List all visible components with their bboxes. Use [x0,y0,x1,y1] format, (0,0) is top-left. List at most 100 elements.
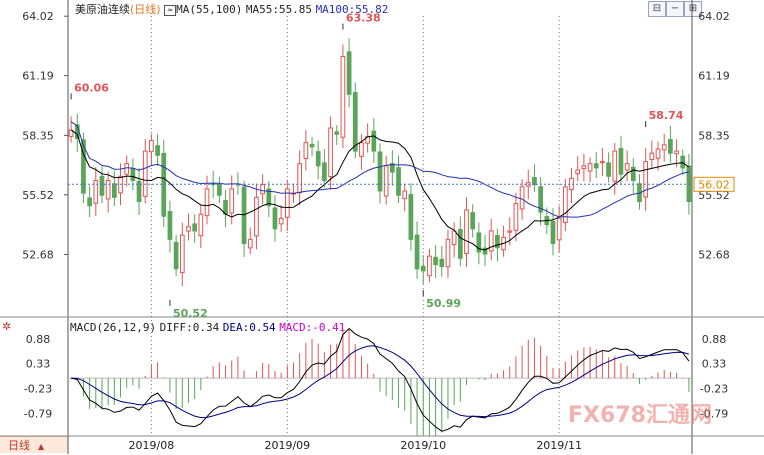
candle-body [155,145,160,156]
candle-body [532,177,537,186]
candle-body [457,228,463,259]
maximize-button[interactable]: ⊞ [684,1,702,17]
candle-body [581,165,587,170]
period-selector[interactable]: 日线 [134,3,157,16]
last-price-box [693,176,735,192]
candle-body [93,180,99,204]
y-tick-label-right: 52.68 [698,248,730,261]
candle-body [377,151,383,192]
candle-body [470,212,476,230]
candle-body [402,190,408,200]
x-tick-label: 2019/09 [264,439,310,452]
ma55-value: MA55:55.85 [245,3,313,16]
candle-body [550,220,556,245]
candle-body [334,131,340,135]
candle-body [439,258,445,268]
candle-body [680,155,686,169]
ma100-value: MA100:55.82 [315,3,389,16]
annotation-low: 50.52 [173,307,208,320]
y-tick-label-left: 61.19 [22,70,54,83]
indicator-settings-icon[interactable]: ✲ [2,320,12,333]
candle-body [433,256,438,266]
candle-body [340,56,346,138]
candle-body [303,142,309,160]
candle-body [192,223,198,232]
candle-body [272,207,278,230]
candle-body [278,217,284,225]
macd-y-tick-right: 0.88 [702,333,727,346]
candle-body [179,234,185,274]
candle-body [408,194,414,240]
candle-body [488,230,494,252]
macd-dea-line [71,345,690,419]
macd-dea-value: DEA:0.54 [222,321,276,334]
zoom-out-button[interactable]: − [666,1,684,17]
restore-button[interactable]: ⊟ [648,1,666,17]
candle-body [556,217,562,241]
y-tick-label-left: 64.02 [22,10,54,23]
candle-body [451,230,457,246]
annotation-low: 50.99 [426,297,461,310]
macd-diff-line [70,327,690,432]
candle-body [352,92,358,152]
candle-body [396,167,401,196]
candle-body [328,127,333,178]
y-tick-label-right: 61.19 [698,70,730,83]
candle-body [260,184,265,195]
candle-body [495,235,500,249]
candle-body [464,209,469,254]
candle-body [655,148,661,159]
macd-y-tick-left: -0.23 [24,382,52,395]
candle-body [186,226,191,232]
tab-daily-label: 日线 [8,439,30,452]
candle-body [390,163,395,173]
candle-body [359,142,364,157]
candle-body [99,175,105,196]
candle-body [111,183,117,198]
candle-body [161,152,167,217]
x-tick-label: 2019/11 [536,439,582,452]
candle-body [124,163,130,175]
candle-body [173,241,179,270]
ma55-line [70,129,690,251]
candle-body [643,161,649,198]
candle-body [649,152,655,160]
y-tick-label-right: 58.35 [698,129,730,142]
annotation-high: 60.06 [74,81,109,94]
ma-params-label: MA(55,100) [176,3,243,16]
candle-body [420,265,426,272]
candle-body [562,186,568,223]
candle-body [668,139,673,154]
candle-body [81,139,86,194]
candle-body [371,130,377,152]
candle-body [167,211,173,240]
candle-body [87,197,92,207]
y-tick-label-right: 64.02 [698,10,730,23]
candle-body [241,186,247,245]
ma-settings-icon[interactable]: ≈ [164,4,177,16]
ma100-line [70,121,689,218]
candle-body [229,188,235,214]
watermark-logo: FX678汇通网 [568,403,712,428]
candle-body [630,166,636,182]
macd-value: MACD:-0.41 [279,321,346,334]
candle-body [606,162,611,177]
macd-header: MACD(26,12,9) DIFF:0.34 DEA:0.54 MACD:-0… [70,321,345,334]
macd-y-tick-left: 0.88 [26,333,51,346]
candle-body [136,180,142,203]
tab-arrow-icon: ▲ [38,442,45,451]
annotation-high: 58.74 [649,109,684,122]
candle-body [383,165,389,197]
candle-body [142,150,148,197]
x-tick-label: 2019/10 [400,439,446,452]
candle-body [612,150,618,182]
y-tick-label-left: 55.52 [22,189,54,202]
candle-body [346,51,352,95]
candle-body [68,129,74,137]
candle-body [198,213,204,237]
macd-y-tick-right: 0.33 [702,357,727,370]
symbol-name: 美原油连续 [75,3,130,16]
candle-body [254,196,259,237]
candle-body [482,247,488,255]
macd-y-tick-left: -0.79 [24,407,52,420]
